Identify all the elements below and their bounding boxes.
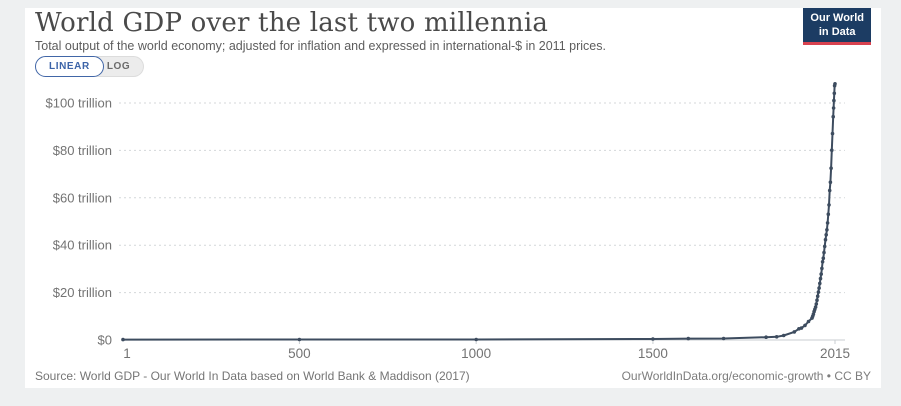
source-note: Source: World GDP - Our World In Data ba… — [35, 369, 470, 383]
chart-subtitle: Total output of the world economy; adjus… — [35, 39, 606, 53]
credit-link[interactable]: OurWorldInData.org/economic-growth • CC … — [621, 369, 871, 383]
owid-logo-line1: Our World — [810, 12, 864, 24]
scale-toggle: LINEAR LOG — [35, 56, 145, 77]
owid-logo[interactable]: Our World in Data — [803, 8, 871, 45]
chart-card: World GDP over the last two millennia To… — [25, 8, 881, 388]
page-title: World GDP over the last two millennia — [35, 8, 549, 38]
owid-logo-line2: in Data — [818, 26, 856, 39]
linear-scale-button[interactable]: LINEAR — [35, 56, 104, 77]
log-scale-button[interactable]: LOG — [95, 56, 145, 77]
chart-footer: Source: World GDP - Our World In Data ba… — [35, 369, 871, 383]
